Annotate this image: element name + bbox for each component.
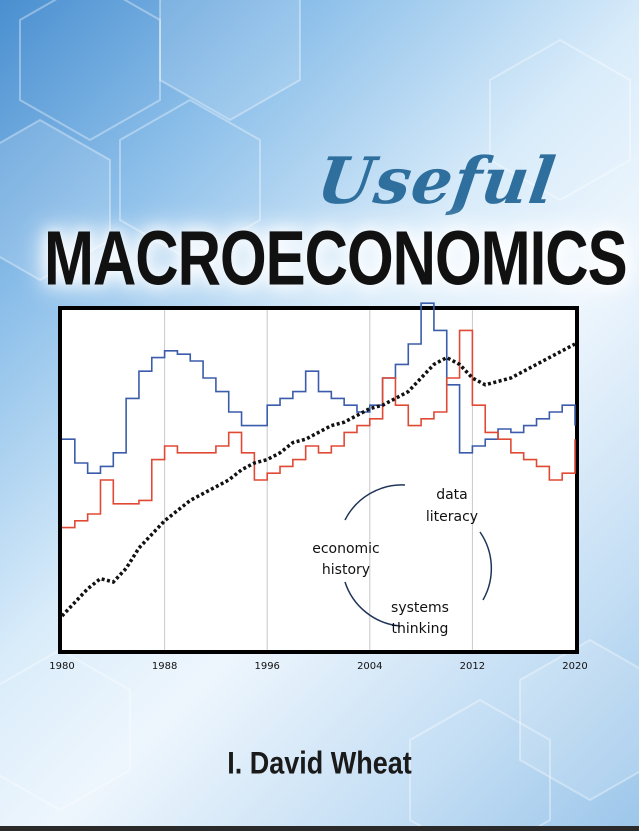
annotation-history: history xyxy=(322,562,370,578)
bottom-edge xyxy=(0,826,639,831)
book-title: MACROECONOMICS xyxy=(44,215,628,302)
x-tick-label-1980: 1980 xyxy=(49,661,74,672)
x-tick-label-1996: 1996 xyxy=(254,661,279,672)
annotation-literacy: literacy xyxy=(426,509,478,525)
annotation-systems: systems xyxy=(391,600,449,616)
x-tick-label-1988: 1988 xyxy=(152,661,177,672)
annotation-thinking: thinking xyxy=(392,621,449,637)
x-tick-label-2012: 2012 xyxy=(460,661,485,672)
series-line-1 xyxy=(62,302,576,474)
series-line-3 xyxy=(60,342,576,618)
annotation-data: data xyxy=(436,487,468,503)
author-name: I. David Wheat xyxy=(227,745,412,781)
cycle-arc-top xyxy=(344,484,406,521)
cover-chart: 1980 1988 1996 2004 2012 2020 data literacy e… xyxy=(49,302,588,672)
concept-cycle xyxy=(344,484,493,627)
x-tick-label-2020: 2020 xyxy=(562,661,587,672)
cycle-arc-right xyxy=(479,531,493,601)
annotation-economic: economic xyxy=(312,541,380,557)
chart-plot-area xyxy=(58,306,579,654)
series-line-2 xyxy=(62,329,576,529)
cycle-arc-left xyxy=(344,581,401,627)
x-tick-label-2004: 2004 xyxy=(357,661,382,672)
